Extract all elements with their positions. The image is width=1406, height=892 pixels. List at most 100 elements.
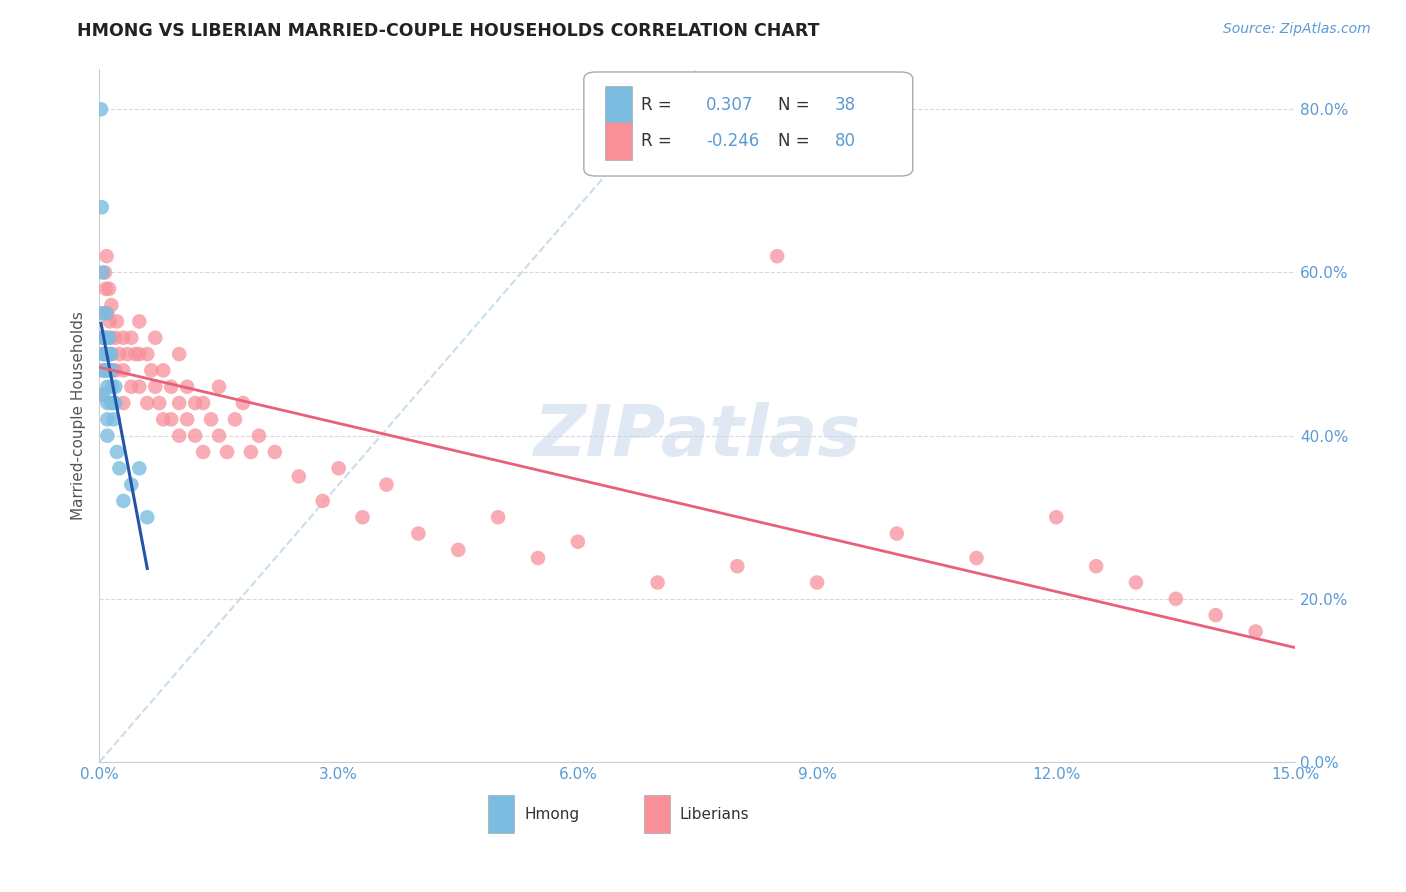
Point (120, 331, 142, 345)
Point (152, 363, 174, 377)
Point (101, 347, 124, 361)
Point (100, 331, 122, 345)
Point (108, 347, 131, 361)
Text: 80: 80 (835, 132, 856, 151)
Point (408, 526, 430, 541)
Point (224, 412, 246, 426)
Point (486, 510, 509, 524)
Point (375, 477, 398, 491)
Point (239, 445, 262, 459)
Point (124, 347, 146, 361)
Point (120, 380, 142, 394)
Point (94, 363, 117, 377)
Point (247, 428, 270, 442)
Point (100, 396, 122, 410)
Point (90, 103, 112, 117)
Point (96, 363, 118, 377)
Point (167, 428, 190, 442)
Point (96, 306, 118, 320)
Point (120, 477, 142, 491)
Point (94, 331, 117, 345)
Text: HMONG VS LIBERIAN MARRIED-COUPLE HOUSEHOLDS CORRELATION CHART: HMONG VS LIBERIAN MARRIED-COUPLE HOUSEHO… (77, 22, 820, 40)
Point (766, 249, 789, 263)
Point (352, 510, 374, 524)
Point (128, 314, 150, 328)
Text: -0.246: -0.246 (706, 132, 759, 151)
Point (93, 347, 115, 361)
FancyBboxPatch shape (488, 795, 515, 833)
Text: N =: N = (778, 132, 814, 151)
Point (98, 331, 121, 345)
Point (101, 380, 124, 394)
Point (98, 363, 121, 377)
Text: R =: R = (641, 96, 678, 114)
Point (167, 347, 190, 361)
Text: Source: ZipAtlas.com: Source: ZipAtlas.com (1223, 22, 1371, 37)
Point (103, 363, 125, 377)
Point (312, 494, 335, 508)
Point (94, 347, 117, 361)
Point (1125, 575, 1147, 590)
Point (806, 575, 828, 590)
Point (94, 331, 117, 345)
Point (93, 331, 115, 345)
Point (215, 445, 238, 459)
Point (1205, 608, 1227, 623)
Point (96, 249, 118, 263)
Point (96, 306, 118, 320)
Point (93, 388, 115, 402)
Point (263, 445, 285, 459)
Point (104, 396, 127, 410)
Point (93, 306, 115, 320)
Point (96, 347, 118, 361)
Point (94, 265, 117, 279)
Point (91, 331, 114, 345)
Point (117, 347, 139, 361)
Point (141, 363, 163, 377)
Point (128, 461, 150, 475)
Point (287, 469, 309, 483)
Point (966, 551, 988, 566)
Point (90, 363, 112, 377)
Point (112, 331, 135, 345)
Point (1085, 559, 1108, 574)
Point (104, 380, 127, 394)
Point (94, 282, 117, 296)
Point (103, 412, 125, 426)
Point (100, 298, 122, 312)
Point (328, 461, 350, 475)
Point (447, 542, 470, 557)
Y-axis label: Married-couple Households: Married-couple Households (72, 310, 86, 520)
Point (176, 412, 198, 426)
Point (98, 347, 121, 361)
Point (143, 380, 166, 394)
Point (128, 380, 150, 394)
Point (148, 396, 170, 410)
Point (96, 428, 118, 442)
Point (90, 388, 112, 402)
Point (105, 445, 128, 459)
Text: Hmong: Hmong (524, 806, 579, 822)
Point (112, 363, 135, 377)
Point (96, 347, 118, 361)
FancyBboxPatch shape (606, 87, 631, 124)
Text: 38: 38 (835, 96, 856, 114)
Point (90, 306, 112, 320)
Point (96, 396, 118, 410)
FancyBboxPatch shape (606, 122, 631, 161)
Point (100, 347, 122, 361)
Point (98, 282, 121, 296)
FancyBboxPatch shape (644, 795, 669, 833)
Point (200, 412, 222, 426)
Point (90, 200, 112, 214)
Point (100, 363, 122, 377)
Point (112, 494, 135, 508)
Point (93, 347, 115, 361)
Point (232, 396, 254, 410)
Point (152, 412, 174, 426)
Point (191, 445, 214, 459)
Point (176, 380, 198, 394)
Point (105, 314, 128, 328)
Point (104, 331, 127, 345)
Text: ZIPatlas: ZIPatlas (534, 401, 860, 471)
